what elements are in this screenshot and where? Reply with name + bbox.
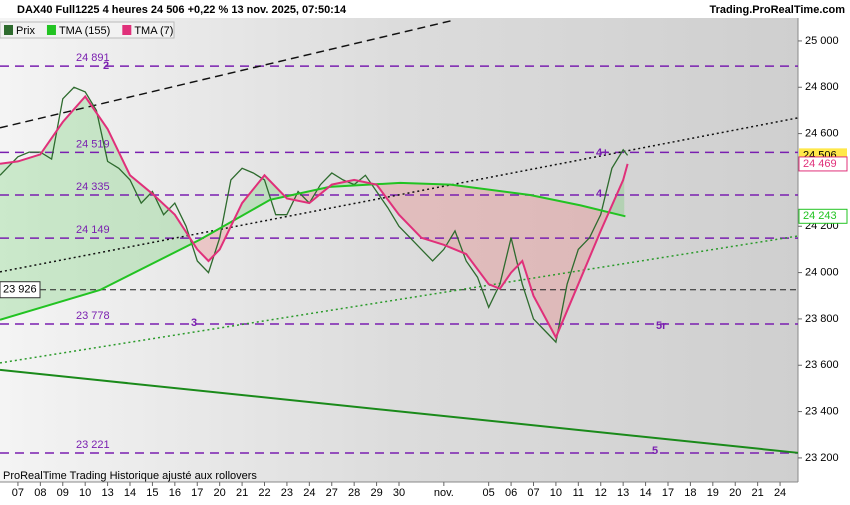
y-tick-label: 23 400: [805, 405, 839, 417]
footer: ProRealTime Trading Historique ajusté au…: [3, 470, 257, 482]
last-value-box: [798, 156, 848, 172]
legend: Prix TMA (155) TMA (7): [0, 21, 175, 39]
x-tick-label: 13: [617, 487, 629, 499]
x-tick-label: nov.: [434, 487, 454, 499]
legend-label: Prix: [16, 25, 35, 37]
last-value-label: 24 469: [803, 158, 837, 170]
level-label: 24 891: [76, 52, 110, 64]
legend-swatch: [4, 25, 13, 35]
x-tick-label: 05: [483, 487, 495, 499]
x-tick-label: 19: [707, 487, 719, 499]
wave-label: 4: [596, 188, 603, 200]
last-value-box: [798, 208, 848, 224]
x-tick-label: 17: [662, 487, 674, 499]
x-tick-label: 27: [326, 487, 338, 499]
trendline: [0, 368, 799, 454]
brand: Trading.ProRealTime.com: [709, 4, 845, 16]
x-tick-label: 08: [34, 487, 46, 499]
wave-label: 3: [191, 317, 197, 329]
plot-background: [0, 18, 798, 482]
x-tick-label: 11: [573, 487, 584, 499]
legend-label: TMA (155): [59, 25, 110, 37]
axis-background: [798, 18, 850, 482]
x-tick-label: 06: [505, 487, 517, 499]
x-tick-label: 15: [146, 487, 158, 499]
level-label: 23 221: [76, 439, 110, 451]
y-tick-label: 23 200: [805, 452, 839, 464]
trend-fill: [233, 175, 285, 222]
x-tick-label: 20: [214, 487, 226, 499]
x-tick-label: 07: [527, 487, 539, 499]
x-tick-label: 16: [169, 487, 181, 499]
level-label: 24 149: [76, 224, 110, 236]
x-tick-label: 20: [729, 487, 741, 499]
x-tick-label: 13: [101, 487, 113, 499]
level-label: 23 778: [76, 310, 110, 322]
series-line: [0, 86, 629, 344]
x-tick-label: 18: [684, 487, 696, 499]
x-tick-label: 10: [550, 487, 562, 499]
wave-label: 4+: [596, 147, 609, 159]
x-tick-label: 14: [124, 487, 136, 499]
trend-fill: [374, 182, 609, 338]
y-tick-label: 24 800: [805, 81, 839, 93]
series-line: [0, 181, 626, 321]
x-tick-label: 30: [393, 487, 405, 499]
x-tick-label: 14: [639, 487, 651, 499]
pivot-box: [0, 281, 41, 299]
y-tick-label: 24 600: [805, 128, 839, 140]
y-tick-label: 23 600: [805, 359, 839, 371]
x-tick-label: 28: [348, 487, 360, 499]
x-tick-label: 21: [236, 487, 248, 499]
x-tick-label: 10: [79, 487, 91, 499]
level-label: 24 519: [76, 138, 110, 150]
y-tick-label: 24 000: [805, 266, 839, 278]
x-tick-label: 24: [303, 487, 315, 499]
wave-label: 2: [103, 60, 109, 72]
x-tick-label: 17: [191, 487, 203, 499]
y-tick-label: 25 000: [805, 35, 839, 47]
x-tick-label: 09: [57, 487, 69, 499]
legend-swatch: [46, 25, 56, 35]
trend-fill: [192, 220, 234, 262]
wave-label: 5r: [656, 320, 667, 332]
series-line: [0, 94, 629, 340]
chart-title: DAX40 Full1225 4 heures 24 506 +0,22 % 1…: [17, 4, 347, 16]
y-tick-label: 23 800: [805, 313, 839, 325]
x-tick-label: 07: [12, 487, 24, 499]
x-tick-label: 24: [774, 487, 786, 499]
x-tick-label: 22: [258, 487, 270, 499]
legend-label: TMA (7): [134, 25, 173, 37]
trendline: [0, 117, 799, 273]
x-tick-label: 21: [752, 487, 764, 499]
last-value-label: 24 243: [803, 210, 837, 222]
pivot-label: 23 926: [3, 284, 37, 296]
x-tick-label: 23: [281, 487, 293, 499]
x-tick-label: 12: [595, 487, 607, 499]
wave-label: 5: [652, 445, 658, 457]
x-tick-label: 29: [370, 487, 382, 499]
level-label: 24 335: [76, 181, 110, 193]
legend-swatch: [122, 25, 132, 35]
